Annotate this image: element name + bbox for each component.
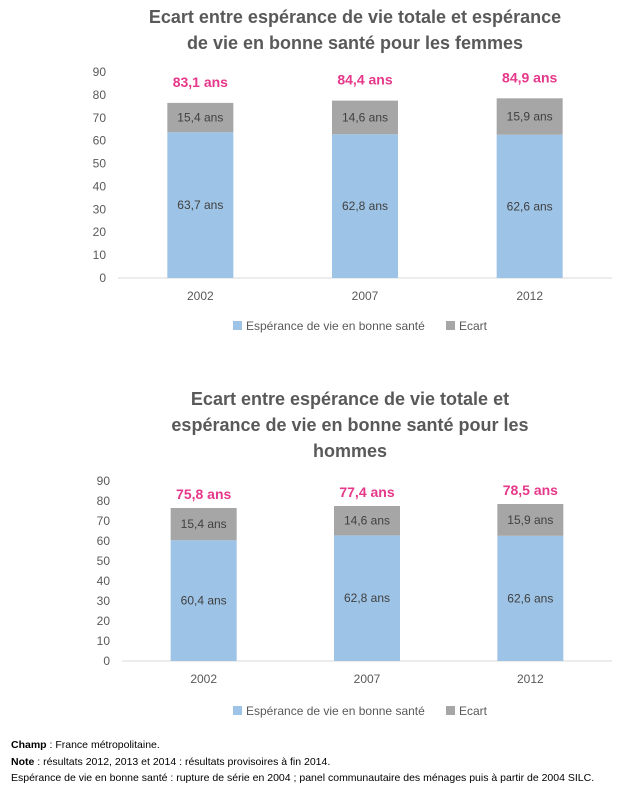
y-tick-label: 50: [97, 554, 111, 568]
x-tick-label: 2012: [516, 289, 543, 303]
data-label-bonne-sante: 62,8 ans: [342, 199, 388, 213]
chart-hommes: 0 10 20 30 40 50 60 70 80 90 60,4 ans 15,4 ans 75,8 …: [97, 474, 612, 718]
note-champ: Champ : France métropolitaine.: [11, 739, 160, 751]
total-label: 84,9 ans: [502, 69, 557, 85]
bar-bonne-sante: [334, 535, 400, 661]
y-tick-label: 0: [103, 654, 110, 668]
note-rupture: Espérance de vie en bonne santé : ruptur…: [11, 772, 595, 784]
chart-title-hommes: Ecart entre espérance de vie totale et e…: [160, 386, 540, 464]
y-tick-label: 80: [93, 88, 107, 102]
bar-bonne-sante: [496, 134, 563, 278]
y-tick-label: 90: [93, 65, 107, 79]
title-line: Ecart entre espérance de vie totale et e…: [148, 7, 562, 27]
data-label-ecart: 14,6 ans: [342, 110, 388, 124]
bar-ecart: [332, 100, 398, 135]
y-tick-label: 80: [97, 494, 111, 508]
y-tick-label: 0: [99, 271, 106, 285]
x-tick-label: 2007: [352, 289, 379, 303]
legend-label-ecart: Ecart: [459, 319, 488, 333]
y-tick-label: 50: [93, 157, 107, 171]
bar-ecart: [167, 102, 234, 133]
title-line: espérance de vie en bonne santé pour les: [171, 415, 529, 435]
title-line: de vie en bonne santé pour les femmes: [186, 33, 524, 53]
y-tick-label: 30: [97, 594, 111, 608]
total-label: 75,8 ans: [176, 486, 231, 502]
bar-ecart: [496, 98, 563, 135]
x-tick-label: 2002: [190, 672, 217, 686]
bar-ecart: [497, 504, 564, 536]
y-tick-label: 10: [97, 634, 111, 648]
total-label: 78,5 ans: [503, 482, 558, 498]
data-label-ecart: 15,4 ans: [177, 111, 223, 125]
bar-bonne-sante: [170, 540, 237, 661]
y-tick-label: 30: [93, 202, 107, 216]
data-label-bonne-sante: 62,8 ans: [344, 591, 390, 605]
total-label: 77,4 ans: [339, 484, 394, 500]
y-tick-label: 20: [97, 614, 111, 628]
y-tick-label: 60: [93, 134, 107, 148]
title-line: hommes: [312, 441, 388, 461]
legend-swatch-bonne-sante: [233, 706, 242, 715]
legend-swatch-bonne-sante: [233, 321, 242, 330]
data-label-ecart: 14,6 ans: [344, 514, 390, 528]
y-tick-label: 20: [93, 225, 107, 239]
bar-bonne-sante: [497, 535, 564, 661]
x-tick-label: 2007: [354, 672, 381, 686]
y-tick-label: 70: [97, 514, 111, 528]
x-tick-label: 2002: [187, 289, 214, 303]
y-tick-label: 60: [97, 534, 111, 548]
legend-label-bonne-sante: Espérance de vie en bonne santé: [246, 319, 425, 333]
bar-ecart: [334, 506, 400, 536]
total-label: 83,1 ans: [173, 74, 228, 90]
bar-ecart: [170, 508, 237, 541]
data-label-bonne-sante: 62,6 ans: [507, 199, 553, 213]
legend-label-ecart: Ecart: [459, 704, 488, 718]
y-tick-label: 40: [93, 179, 107, 193]
data-label-bonne-sante: 60,4 ans: [181, 594, 227, 608]
bar-bonne-sante: [167, 132, 234, 278]
total-label: 84,4 ans: [337, 72, 392, 88]
legend-swatch-ecart: [446, 706, 455, 715]
y-tick-label: 10: [93, 248, 107, 262]
y-tick-label: 90: [97, 474, 111, 488]
legend-label-bonne-sante: Espérance de vie en bonne santé: [246, 704, 425, 718]
data-label-ecart: 15,9 ans: [507, 513, 553, 527]
y-tick-label: 70: [93, 111, 107, 125]
data-label-ecart: 15,4 ans: [181, 517, 227, 531]
chart-femmes: 0 10 20 30 40 50 60 70 80 90 63,7 ans 15,4 ans 83,1 …: [93, 65, 612, 333]
y-tick-label: 40: [97, 574, 111, 588]
data-label-bonne-sante: 63,7 ans: [177, 198, 223, 212]
legend-swatch-ecart: [446, 321, 455, 330]
data-label-bonne-sante: 62,6 ans: [507, 591, 553, 605]
bar-bonne-sante: [332, 134, 398, 278]
chart-title-femmes: Ecart entre espérance de vie totale et e…: [110, 4, 600, 56]
data-label-ecart: 15,9 ans: [507, 110, 553, 124]
title-line: Ecart entre espérance de vie totale et: [190, 389, 510, 409]
x-tick-label: 2012: [517, 672, 544, 686]
note-note: Note : résultats 2012, 2013 et 2014 : ré…: [11, 755, 331, 768]
footnotes: Champ : France métropolitaine. Note : ré…: [11, 737, 631, 787]
